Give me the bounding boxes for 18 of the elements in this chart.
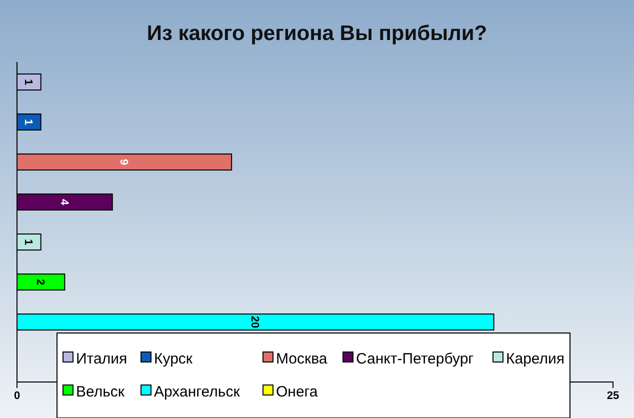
legend-label: Курск [154,350,193,368]
legend-label: Архангельск [154,383,240,400]
data-label: 9 [117,158,130,166]
data-label: 20 [248,316,261,328]
data-label: 4 [58,198,70,206]
x-tick-label: 25 [606,390,620,402]
chart-title: Из какого региона Вы прибыли? [146,22,488,45]
legend-label: Италия [76,350,128,368]
legend-label: Москва [276,350,328,368]
legend-label: Карелия [506,350,565,368]
legend-label: Онега [276,383,318,400]
data-label: 1 [22,238,34,246]
data-label: 1 [22,78,34,86]
legend-label: Вельск [76,383,125,400]
data-label: 2 [34,278,46,286]
x-tick-label: 0 [14,390,20,402]
data-label: 1 [22,118,34,126]
legend-label: Санкт-Петербург [356,350,474,368]
